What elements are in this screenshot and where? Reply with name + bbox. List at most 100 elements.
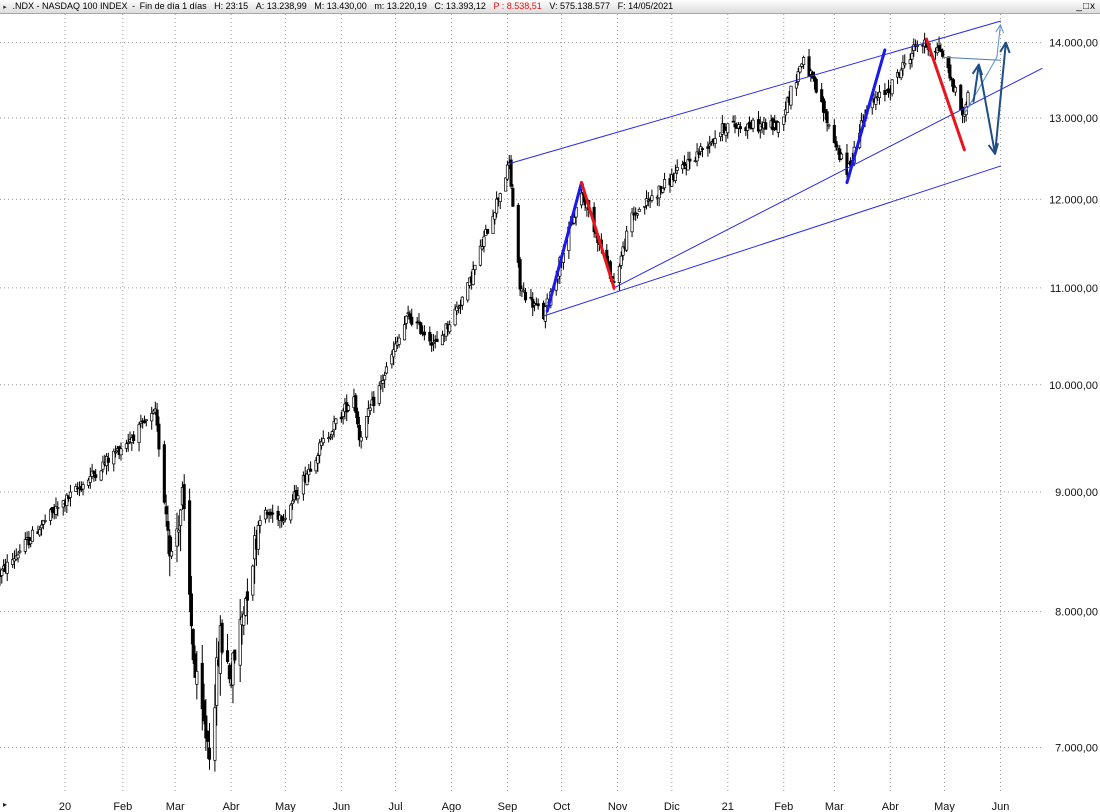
candle-body	[518, 259, 522, 290]
candle-body	[444, 323, 448, 337]
candle-body	[410, 316, 414, 325]
candle-body	[88, 475, 92, 483]
candle-body	[709, 141, 714, 144]
candle-body	[283, 517, 287, 520]
x-tick-label: Mar	[166, 801, 185, 812]
candle-body	[670, 174, 674, 187]
candle-body	[814, 78, 818, 93]
trendline-leg-down-apr-may	[924, 37, 966, 152]
candle-body	[950, 78, 954, 81]
maximize-icon[interactable]: □	[1082, 1, 1090, 12]
candle-body	[644, 198, 649, 206]
candle-body	[296, 495, 300, 500]
candle-body	[112, 450, 116, 465]
candle-body	[663, 179, 667, 189]
candle-body	[681, 164, 685, 170]
x-tick-label: Mar	[825, 801, 844, 812]
y-tick-label: 8.000,00	[1055, 607, 1098, 619]
candle-body	[263, 509, 268, 520]
candle-body	[802, 57, 806, 66]
candle-body	[431, 342, 435, 344]
candle-body	[357, 425, 361, 441]
candle-body	[204, 715, 208, 739]
candle-body	[170, 551, 174, 557]
candle-body	[162, 444, 166, 503]
x-tick-label: Feb	[774, 801, 793, 812]
candle-body	[482, 236, 486, 247]
candle-body	[536, 303, 540, 307]
scroll-left-icon[interactable]: ▸	[2, 800, 7, 809]
candle-body	[948, 64, 952, 79]
candle-body	[38, 529, 42, 536]
window-controls: _□x	[1076, 0, 1096, 13]
field-date: F: 14/05/2021	[617, 1, 674, 11]
candle-body	[650, 195, 654, 201]
candle-body	[794, 82, 798, 89]
candle-body	[314, 460, 318, 472]
candle-body	[5, 561, 9, 574]
candle-body	[800, 63, 804, 67]
candle-body	[233, 649, 237, 661]
candle-body	[646, 199, 650, 202]
candle-body	[244, 598, 248, 616]
candle-body	[453, 308, 457, 326]
candle-body	[280, 516, 284, 521]
candle-body	[258, 520, 262, 526]
x-tick-label: Abr	[223, 801, 240, 812]
candle-body	[289, 504, 293, 521]
candle-body	[365, 416, 369, 438]
candle-body	[910, 53, 914, 60]
candle-body	[245, 591, 249, 601]
x-tick-label: 20	[59, 801, 71, 812]
x-tick-label: Nov	[608, 801, 628, 812]
field-cursor-price: P : 8.538,51	[493, 1, 542, 11]
x-tick-label: May	[934, 801, 955, 812]
candle-body	[821, 98, 826, 113]
candle-body	[144, 419, 148, 421]
y-tick-label: 10.000,00	[1049, 380, 1098, 392]
x-tick-label: Feb	[113, 801, 132, 812]
candle-body	[901, 62, 905, 70]
candle-body	[480, 246, 484, 250]
candle-body	[23, 539, 27, 552]
candle-body	[529, 296, 533, 299]
y-tick-label: 9.000,00	[1055, 487, 1098, 499]
minimize-icon[interactable]: _	[1076, 1, 1083, 12]
trendline-leg-up-sep-oct	[545, 181, 583, 313]
candle-body	[397, 337, 401, 345]
candle-body	[688, 158, 692, 162]
candle-body	[708, 143, 712, 147]
candle-body	[908, 59, 912, 64]
candle-body	[448, 324, 452, 333]
y-tick-label: 14.000,00	[1049, 38, 1098, 50]
candle-body	[962, 113, 966, 117]
candle-body	[617, 266, 621, 283]
candle-body	[238, 619, 242, 666]
candle-body	[359, 436, 363, 442]
candle-body	[191, 629, 195, 661]
x-tick-label: 21	[722, 801, 734, 812]
candle-body	[307, 468, 311, 476]
candle-body	[124, 443, 128, 449]
candle-body	[798, 65, 802, 73]
candle-body	[368, 407, 372, 411]
candle-body	[377, 385, 381, 404]
candle-body	[256, 525, 260, 550]
candle-body	[428, 331, 432, 342]
candle-body	[189, 593, 193, 627]
field-high: M: 13.430,00	[314, 1, 367, 11]
candle-body	[782, 116, 786, 125]
candle-body	[827, 124, 831, 127]
field-open: A: 13.238,99	[255, 1, 307, 11]
candle-body	[706, 146, 710, 149]
candle-body	[12, 558, 16, 562]
candle-body	[392, 349, 396, 358]
candle-body	[0, 569, 4, 576]
window-menu-arrow-icon[interactable]: ▸	[3, 4, 7, 11]
price-chart[interactable]: 7.000,00 8.000,00 9.000,00 10.000,00 11.000,…	[0, 14, 1100, 812]
candle-body	[522, 289, 526, 292]
close-icon[interactable]: x	[1090, 1, 1096, 12]
candle-body	[383, 375, 387, 381]
y-tick-label: 13.000,00	[1049, 113, 1098, 125]
title-separator: -	[132, 1, 136, 11]
